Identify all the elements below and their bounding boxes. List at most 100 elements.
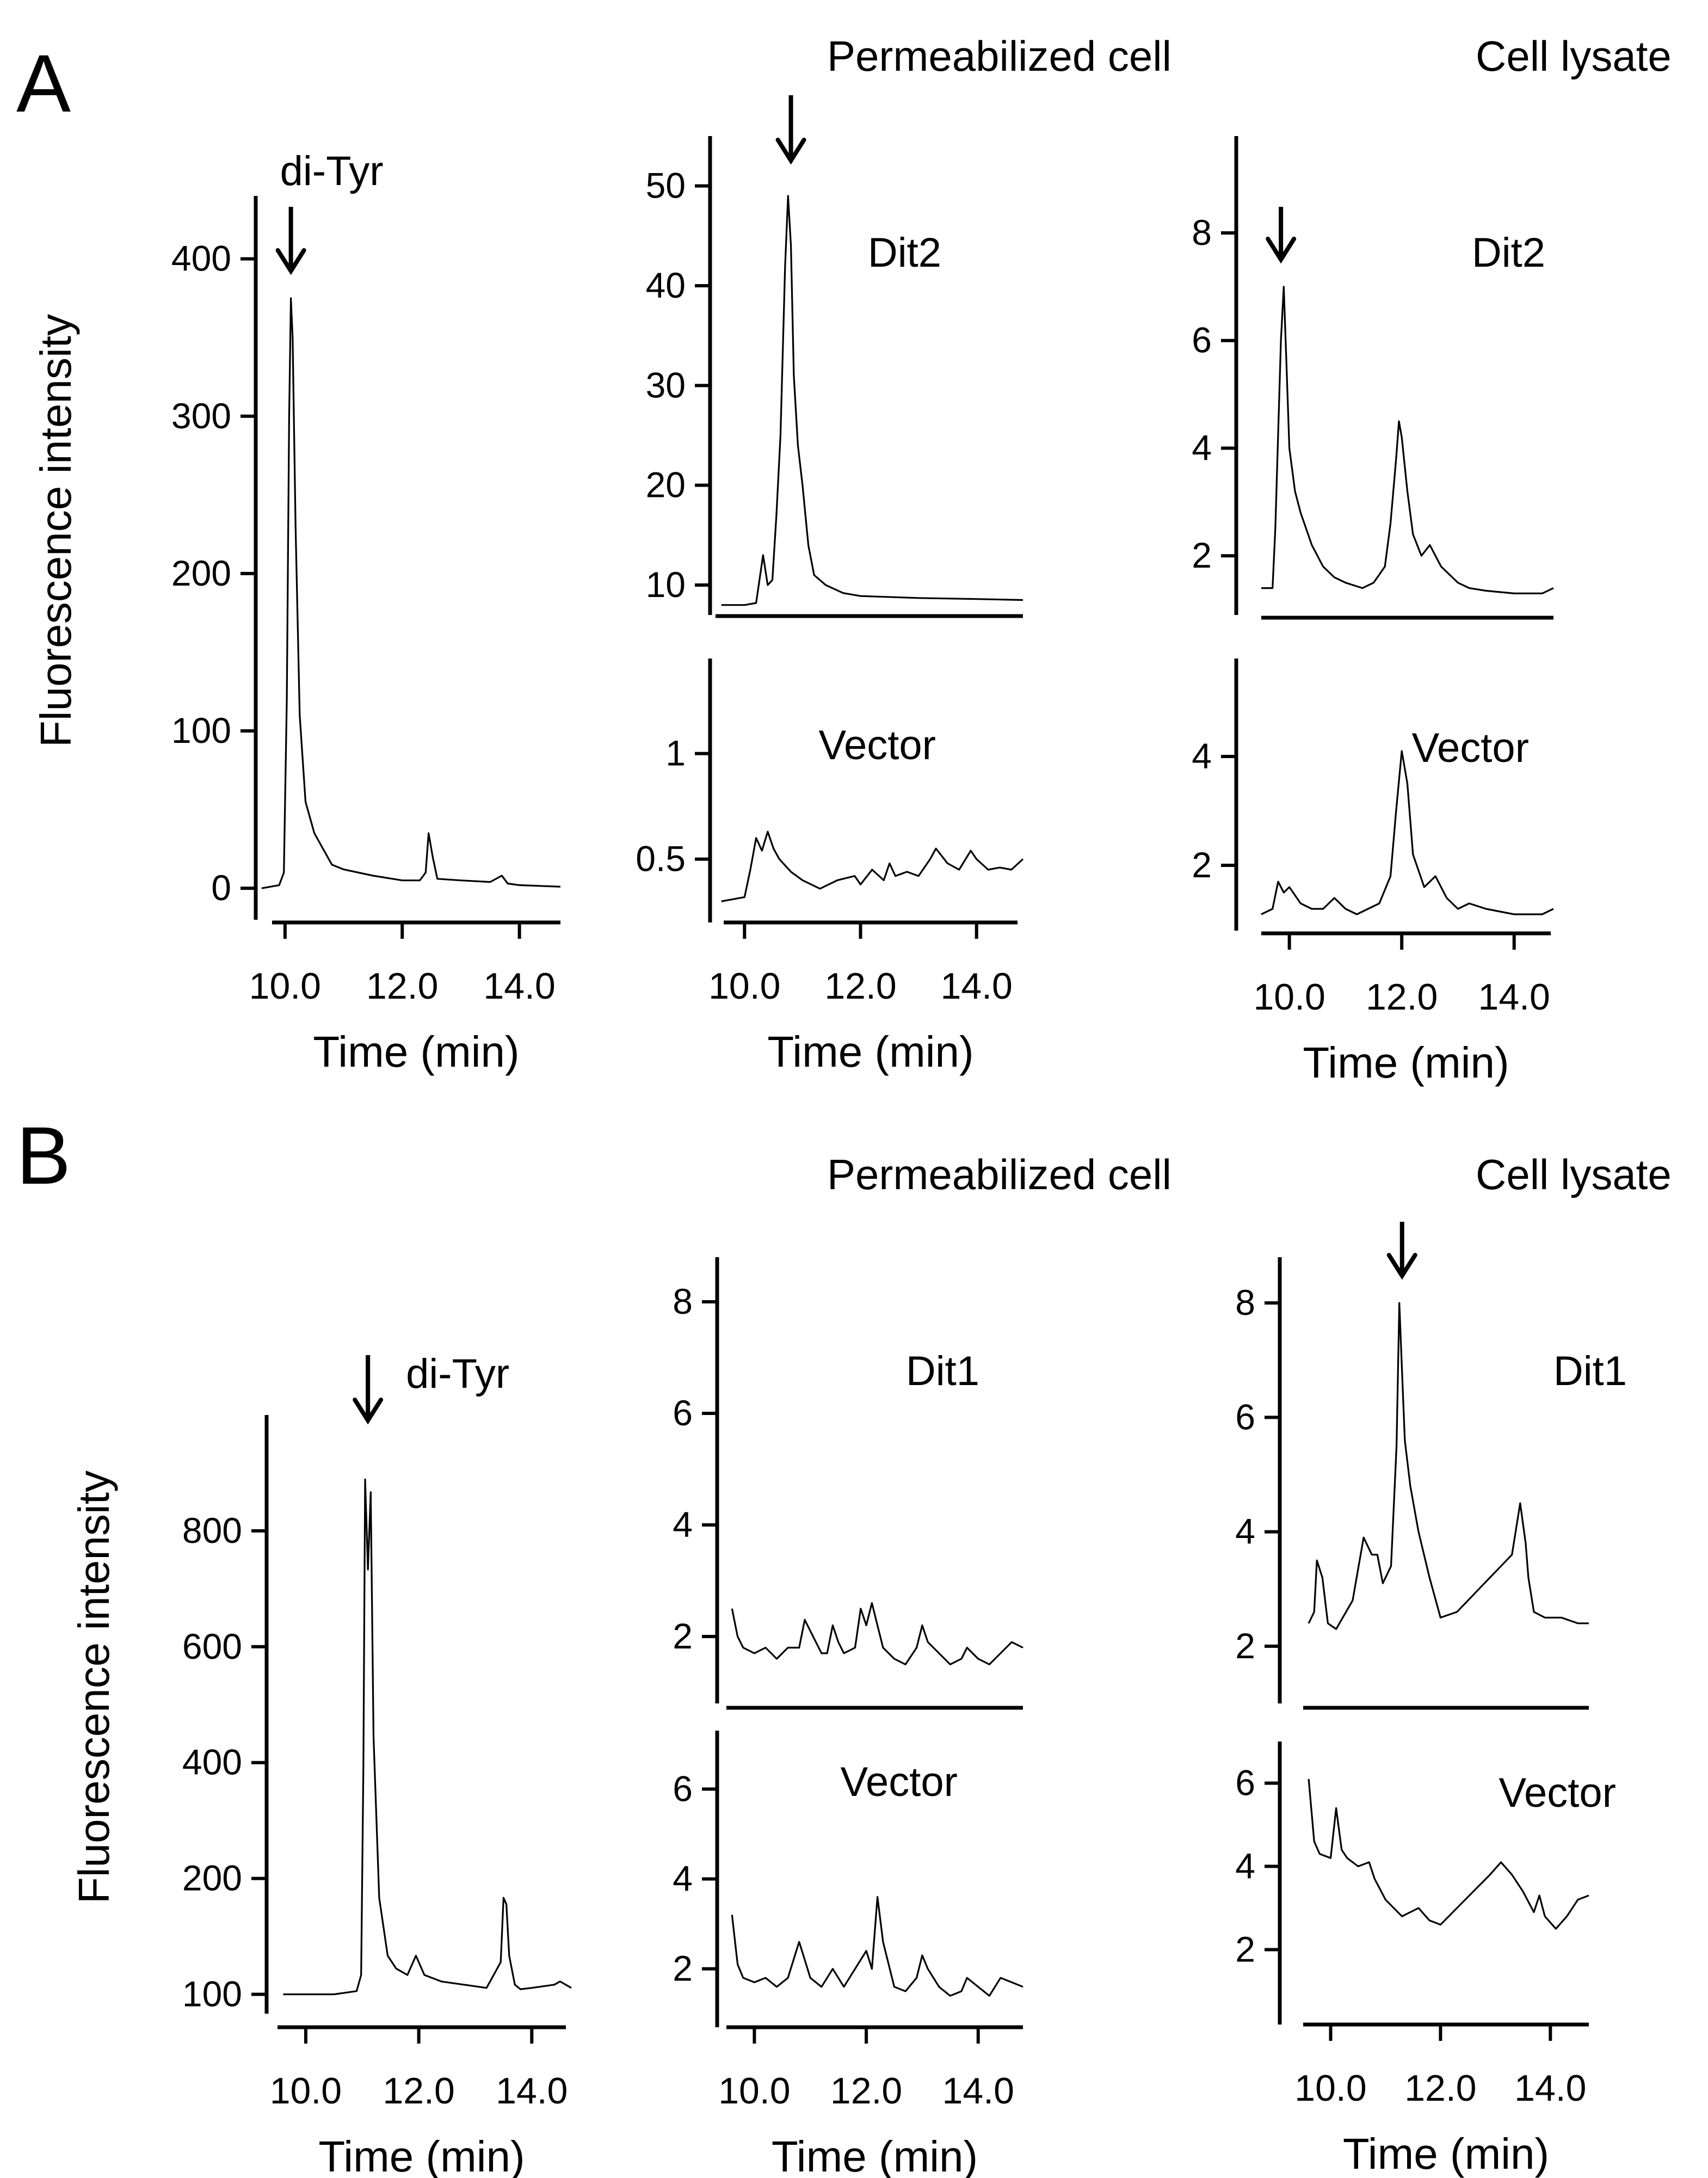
trace-line: [1261, 286, 1554, 595]
y-tick-label: 2: [1192, 845, 1212, 885]
arrow-head-icon: [775, 138, 806, 165]
x-tick-label: 14.0: [1514, 2068, 1586, 2109]
column-title-lysate-b: Cell lysate: [1476, 1150, 1672, 1198]
x-tick-label: 12.0: [366, 965, 438, 1007]
y-tick-label: 4: [1235, 1511, 1255, 1552]
x-tick-label: 10.0: [1294, 2068, 1366, 2109]
trace-line: [731, 1602, 1023, 1665]
trace-label-vector: Vector: [819, 722, 936, 768]
y-tick-label: 200: [182, 1858, 242, 1898]
y-tick-label: 30: [646, 365, 686, 405]
x-tick-label: 10.0: [718, 2070, 790, 2112]
x-tick-label: 10.0: [249, 965, 321, 1007]
panel-letter-b: B: [16, 1110, 71, 1201]
trace-line: [721, 830, 1024, 902]
y-tick-label: 4: [673, 1859, 693, 1899]
y-tick-label: 2: [673, 1616, 693, 1656]
y-tick-label: 800: [182, 1510, 242, 1551]
x-tick-label: 10.0: [708, 965, 780, 1007]
plot-B-lys-Vector: 2 4 6 10.0 12.0 14.0 Time (min) Vector: [1235, 1742, 1616, 2178]
trace-label-vector: Vector: [1499, 1770, 1616, 1816]
plot-A-perm-Dit2: 10 20 30 40 50 Dit2: [646, 95, 1023, 618]
trace-line: [1308, 1302, 1589, 1630]
trace-label-dit1: Dit1: [1553, 1348, 1627, 1394]
y-tick-label: 0: [211, 867, 231, 908]
y-tick-label: 2: [1235, 1626, 1255, 1666]
trace-label-vector: Vector: [841, 1759, 958, 1805]
x-tick-label: 14.0: [1478, 976, 1550, 1018]
annotation-label: di-Tyr: [406, 1351, 509, 1397]
y-tick-label: 100: [182, 1974, 242, 2014]
panel-letter-a: A: [16, 38, 71, 129]
trace-label-dit1: Dit1: [906, 1348, 979, 1394]
x-tick-label: 10.0: [1253, 976, 1325, 1018]
x-axis-label: Time (min): [767, 1028, 973, 1076]
plot-A-std: 0 100 200 300 400 10.0 12.0 14.0 Time (min) Fluor…: [32, 148, 561, 1076]
y-tick-label: 8: [1192, 212, 1212, 253]
y-tick-label: 6: [1235, 1762, 1255, 1802]
trace-line: [283, 1478, 572, 1996]
x-tick-label: 14.0: [496, 2070, 568, 2112]
arrow-head-icon: [1266, 236, 1297, 264]
trace-line: [1308, 1779, 1589, 1930]
x-tick-label: 12.0: [1366, 976, 1438, 1018]
x-axis-label: Time (min): [1303, 1038, 1509, 1087]
y-tick-label: 2: [1235, 1929, 1255, 1969]
trace-line: [721, 195, 1023, 606]
y-tick-label: 200: [171, 553, 231, 593]
plots-group: 0 100 200 300 400 10.0 12.0 14.0 Time (min) Fluor…: [32, 95, 1627, 2178]
y-tick-label: 4: [673, 1504, 693, 1545]
plot-B-std: 100 200 400 600 800 10.0 12.0 14.0 Time (min) Flu…: [70, 1351, 572, 2178]
trace-label-dit2: Dit2: [1472, 230, 1545, 276]
y-tick-label: 20: [646, 465, 686, 505]
y-tick-label: 1: [665, 733, 686, 773]
y-tick-label: 2: [1192, 535, 1212, 575]
x-tick-label: 12.0: [383, 2070, 454, 2112]
trace-label-dit2: Dit2: [868, 230, 941, 276]
y-tick-label: 6: [1192, 320, 1212, 360]
x-axis-label: Time (min): [318, 2132, 525, 2178]
trace-line: [731, 1896, 1023, 1997]
x-axis-label: Time (min): [313, 1028, 519, 1076]
y-axis-label: Fluorescence intensity: [70, 1471, 118, 1904]
trace-line: [1261, 750, 1554, 915]
x-tick-label: 14.0: [941, 965, 1013, 1007]
arrow-head-icon: [1386, 1253, 1417, 1280]
x-tick-label: 14.0: [942, 2070, 1014, 2112]
y-tick-label: 100: [171, 710, 231, 750]
y-tick-label: 6: [673, 1393, 693, 1433]
y-tick-label: 0.5: [636, 839, 686, 879]
y-tick-label: 8: [673, 1281, 693, 1321]
y-tick-label: 4: [1192, 736, 1212, 776]
annotation-label: di-Tyr: [280, 148, 384, 194]
y-tick-label: 6: [1235, 1396, 1255, 1437]
x-axis-label: Time (min): [1343, 2130, 1549, 2178]
y-tick-label: 40: [646, 265, 686, 305]
y-tick-label: 50: [646, 165, 686, 206]
column-title-permeabilized-b: Permeabilized cell: [827, 1150, 1171, 1198]
y-tick-label: 8: [1235, 1282, 1255, 1322]
column-title-lysate-a: Cell lysate: [1476, 32, 1672, 80]
trace-line: [261, 297, 561, 889]
arrow-head-icon: [275, 248, 306, 275]
y-tick-label: 400: [171, 238, 231, 279]
x-axis-label: Time (min): [772, 2132, 978, 2178]
y-tick-label: 600: [182, 1626, 242, 1666]
plot-A-perm-Vector: 0.5 1 10.0 12.0 14.0 Time (min) Vector: [636, 659, 1024, 1076]
trace-label-vector: Vector: [1412, 725, 1529, 771]
plot-B-perm-Dit1: 2 4 6 8 Dit1: [673, 1257, 1023, 1710]
y-tick-label: 10: [646, 564, 686, 605]
x-tick-label: 12.0: [830, 2070, 902, 2112]
y-tick-label: 4: [1235, 1845, 1255, 1886]
plot-A-lys-Vector: 2 4 10.0 12.0 14.0 Time (min) Vector: [1192, 659, 1554, 1087]
y-tick-label: 300: [171, 396, 231, 436]
y-tick-label: 4: [1192, 427, 1212, 467]
x-tick-label: 12.0: [1404, 2068, 1476, 2109]
x-tick-label: 10.0: [270, 2070, 342, 2112]
arrow-head-icon: [353, 1398, 384, 1425]
x-tick-label: 14.0: [483, 965, 555, 1007]
column-title-permeabilized-a: Permeabilized cell: [827, 32, 1171, 80]
y-axis-label: Fluorescence intensity: [32, 314, 80, 747]
y-tick-label: 400: [182, 1742, 242, 1782]
